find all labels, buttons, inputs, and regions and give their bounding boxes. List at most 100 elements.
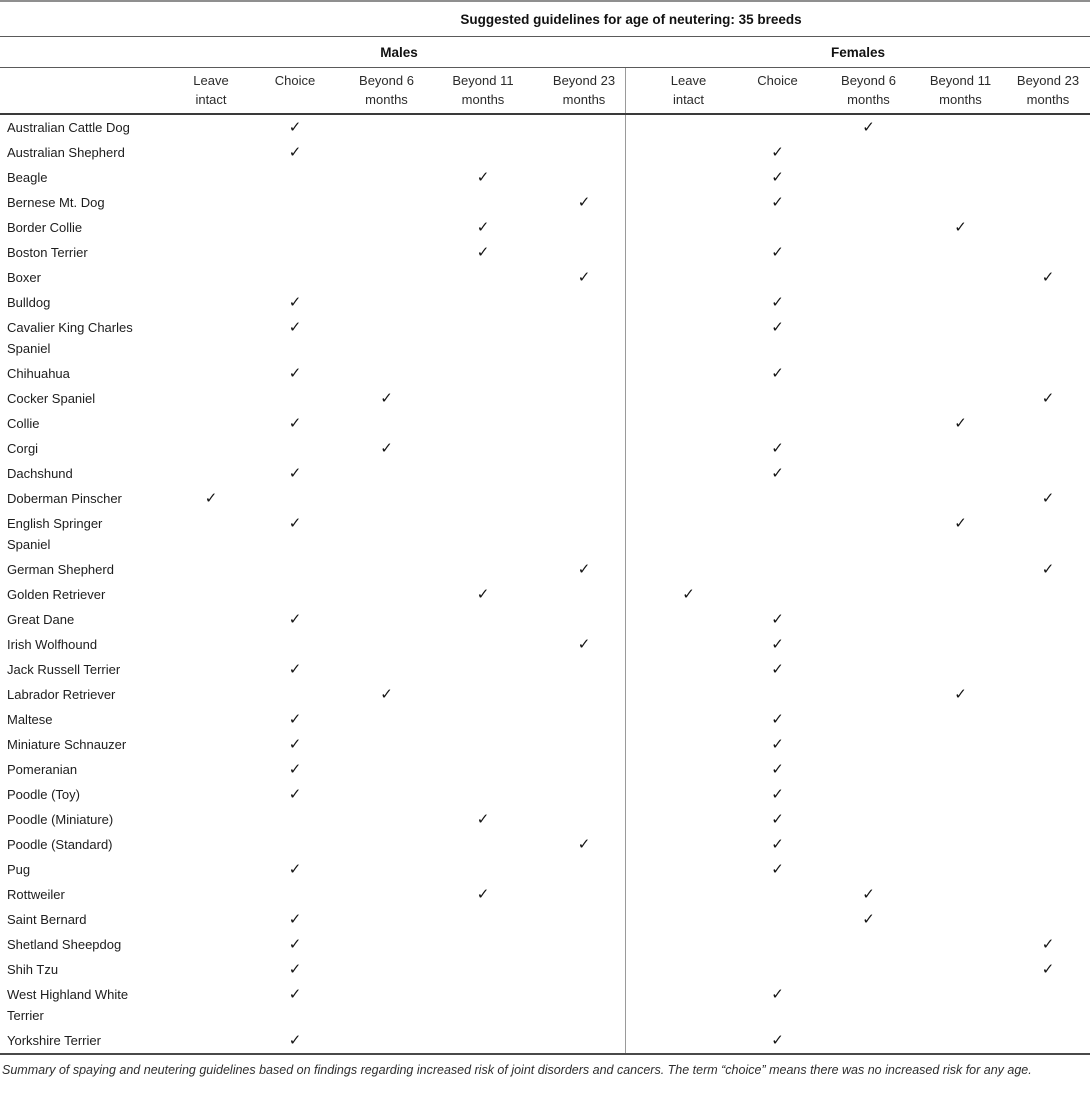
checkmark-icon: ✓	[771, 786, 784, 803]
cell-male-choice: ✓	[250, 361, 340, 386]
cell-female-beyond11	[915, 361, 1006, 386]
cell-male-choice	[250, 632, 340, 657]
cell-female-beyond11	[915, 486, 1006, 511]
cell-male-beyond11	[433, 1028, 533, 1053]
cell-female-choice: ✓	[733, 240, 822, 265]
cell-female-leave-intact	[626, 290, 733, 315]
cell-male-choice: ✓	[250, 907, 340, 932]
checkmark-icon: ✓	[771, 294, 784, 311]
cell-male-leave-intact	[172, 290, 250, 315]
cell-female-beyond23	[1006, 707, 1090, 732]
cell-female-beyond6	[822, 486, 915, 511]
cell-female-beyond6	[822, 361, 915, 386]
checkmark-icon: ✓	[771, 440, 784, 457]
cell-male-choice	[250, 582, 340, 607]
cell-male-beyond6	[340, 657, 433, 682]
cell-female-leave-intact	[626, 265, 733, 290]
cell-male-choice: ✓	[250, 461, 340, 486]
cell-male-beyond6: ✓	[340, 436, 433, 461]
cell-female-beyond23	[1006, 190, 1090, 215]
cell-female-beyond11	[915, 461, 1006, 486]
cell-female-beyond11	[915, 436, 1006, 461]
cell-female-beyond11	[915, 732, 1006, 757]
cell-male-choice: ✓	[250, 290, 340, 315]
cell-female-beyond11	[915, 607, 1006, 632]
cell-male-beyond6	[340, 882, 433, 907]
checkmark-icon: ✓	[288, 761, 302, 778]
checkmark-icon: ✓	[954, 415, 967, 432]
breed-name: Corgi	[7, 441, 39, 456]
cell-male-beyond23	[533, 582, 626, 607]
cell-male-leave-intact	[172, 240, 250, 265]
cell-female-beyond23	[1006, 607, 1090, 632]
cell-male-beyond6	[340, 757, 433, 782]
breed-name: Chihuahua	[7, 366, 70, 381]
cell-male-beyond11: ✓	[433, 882, 533, 907]
cell-male-choice: ✓	[250, 782, 340, 807]
cell-female-beyond23	[1006, 140, 1090, 165]
cell-male-choice: ✓	[250, 957, 340, 982]
cell-male-beyond11	[433, 361, 533, 386]
checkmark-icon: ✓	[288, 611, 302, 628]
cell-female-beyond11	[915, 190, 1006, 215]
cell-male-leave-intact	[172, 857, 250, 882]
cell-male-leave-intact	[172, 982, 250, 1028]
checkmark-icon: ✓	[288, 144, 302, 161]
checkmark-icon: ✓	[288, 986, 302, 1003]
checkmark-icon: ✓	[288, 515, 302, 532]
cell-male-beyond23	[533, 511, 626, 557]
cell-male-beyond6	[340, 557, 433, 582]
checkmark-icon: ✓	[1041, 961, 1055, 978]
cell-male-choice: ✓	[250, 982, 340, 1028]
cell-male-beyond23	[533, 215, 626, 240]
checkmark-icon: ✓	[1041, 269, 1055, 286]
cell-female-leave-intact	[626, 732, 733, 757]
checkmark-icon: ✓	[771, 194, 784, 211]
cell-female-beyond6	[822, 657, 915, 682]
checkmark-icon: ✓	[771, 861, 784, 878]
bottom-rule	[0, 1053, 1090, 1055]
cell-male-beyond11	[433, 707, 533, 732]
table-row: Rottweiler ✓ ✓	[0, 882, 1090, 907]
cell-male-beyond6	[340, 315, 433, 361]
cell-male-beyond6	[340, 732, 433, 757]
cell-female-beyond6	[822, 165, 915, 190]
checkmark-icon: ✓	[476, 244, 490, 261]
table-row: Boxer ✓ ✓	[0, 265, 1090, 290]
cell-male-beyond11	[433, 190, 533, 215]
table-row: Bernese Mt. Dog ✓ ✓	[0, 190, 1090, 215]
breed-name: Pug	[7, 862, 31, 877]
cell-male-beyond11	[433, 436, 533, 461]
cell-male-choice	[250, 436, 340, 461]
table-row: Chihuahua ✓ ✓	[0, 361, 1090, 386]
cell-male-beyond23	[533, 361, 626, 386]
cell-male-beyond23: ✓	[533, 190, 626, 215]
cell-male-beyond6	[340, 607, 433, 632]
cell-female-beyond23	[1006, 436, 1090, 461]
cell-female-beyond23	[1006, 682, 1090, 707]
cell-male-leave-intact	[172, 832, 250, 857]
cell-male-beyond11	[433, 140, 533, 165]
cell-male-beyond23	[533, 140, 626, 165]
cell-male-leave-intact	[172, 386, 250, 411]
cell-female-leave-intact	[626, 436, 733, 461]
cell-male-choice: ✓	[250, 511, 340, 557]
cell-female-beyond23	[1006, 115, 1090, 140]
cell-male-beyond11	[433, 982, 533, 1028]
checkmark-icon: ✓	[771, 465, 784, 482]
cell-female-beyond11	[915, 782, 1006, 807]
breed-name: Australian Shepherd	[7, 145, 125, 160]
cell-female-choice: ✓	[733, 857, 822, 882]
checkmark-icon: ✓	[476, 886, 490, 903]
cell-female-beyond11	[915, 140, 1006, 165]
breed-name: Jack Russell Terrier	[7, 662, 121, 677]
checkmark-icon: ✓	[476, 169, 490, 186]
cell-female-beyond6	[822, 982, 915, 1028]
breed-name: Cocker Spaniel	[7, 391, 96, 406]
table-row: English Springer Spaniel ✓ ✓	[0, 511, 1090, 557]
cell-male-leave-intact	[172, 411, 250, 436]
breed-name: Poodle (Miniature)	[7, 812, 114, 827]
cell-female-choice	[733, 557, 822, 582]
cell-female-choice	[733, 265, 822, 290]
checkmark-icon: ✓	[1041, 936, 1055, 953]
